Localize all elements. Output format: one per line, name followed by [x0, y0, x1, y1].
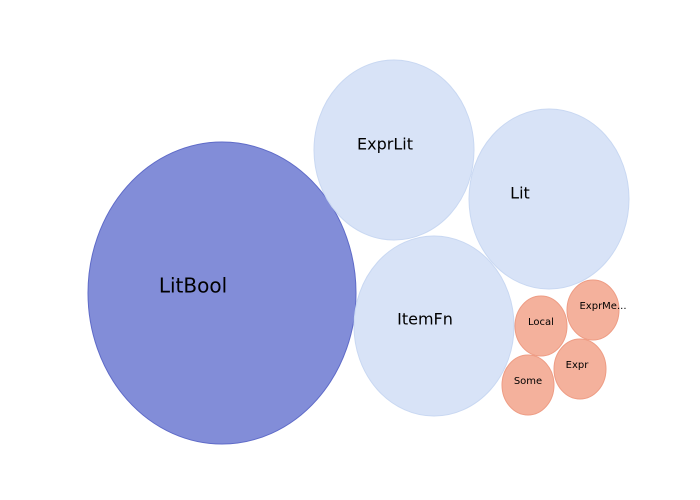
bubble-label-lit: Lit [510, 184, 530, 203]
bubble-exprlit: ExprLit [313, 59, 475, 241]
bubble-label-exprlit: ExprLit [357, 135, 413, 154]
bubble-circle-exprme [566, 279, 620, 341]
bubble-label-some: Some [514, 376, 542, 387]
bubble-some: Some [501, 354, 555, 416]
bubble-label-exprme: ExprMe... [579, 301, 626, 312]
bubble-exprme: ExprMe... [566, 279, 627, 341]
bubble-circle-expr [553, 338, 607, 400]
bubble-label-local: Local [528, 317, 554, 328]
bubble-itemfn: ItemFn [353, 235, 515, 417]
bubble-local: Local [514, 295, 568, 357]
bubble-lit: Lit [468, 108, 630, 290]
bubble-label-expr: Expr [566, 360, 590, 371]
bubble-label-litbool: LitBool [159, 274, 227, 298]
bubble-litbool: LitBool [87, 141, 357, 445]
bubble-label-itemfn: ItemFn [397, 310, 453, 329]
bubble-circle-some [501, 354, 555, 416]
bubble-circle-local [514, 295, 568, 357]
bubble-circle-exprlit [313, 59, 475, 241]
bubble-circle-lit [468, 108, 630, 290]
bubble-expr: Expr [553, 338, 607, 400]
bubble-circle-itemfn [353, 235, 515, 417]
bubble-circle-litbool [87, 141, 357, 445]
